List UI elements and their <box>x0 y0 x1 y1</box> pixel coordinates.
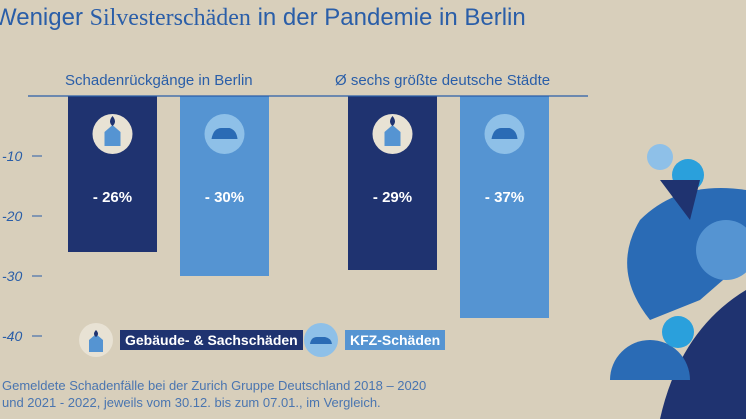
fire-icon <box>110 116 115 126</box>
footnote: Gemeldete Schadenfälle bei der Zurich Gr… <box>2 377 426 411</box>
y-tick-label: -20 <box>2 208 22 224</box>
car-body <box>211 128 238 139</box>
footnote-line: und 2021 - 2022, jeweils vom 30.12. bis … <box>2 395 381 410</box>
house-icon <box>384 125 401 146</box>
car-icon <box>304 323 338 357</box>
title-part: in der Pandemie in Berlin <box>257 4 526 31</box>
title-part: Weniger <box>0 4 83 31</box>
footnote-line: Gemeldete Schadenfälle bei der Zurich Gr… <box>2 378 427 393</box>
legend-label: KFZ-Schäden <box>345 330 446 350</box>
y-tick-label: -40 <box>2 328 22 344</box>
y-tick-label: -10 <box>2 148 22 164</box>
data-label: - 29% <box>373 189 412 206</box>
title-part: Silvesterschäden <box>89 5 251 31</box>
data-label: - 26% <box>93 189 132 206</box>
group-label-cities: Ø sechs größte deutsche Städte <box>335 72 551 89</box>
legend-label: Gebäude- & Sachschäden <box>120 330 303 350</box>
house-fire-icon <box>79 323 113 357</box>
legend-item-building: Gebäude- & Sachschäden <box>78 322 303 358</box>
car-body <box>491 128 518 139</box>
decoration <box>610 144 746 419</box>
legend-item-car: KFZ-Schäden <box>303 322 446 358</box>
y-tick-label: -30 <box>2 268 22 284</box>
data-label: - 37% <box>485 189 524 206</box>
group-label-berlin: Schadenrückgänge in Berlin <box>65 72 253 89</box>
fire-icon <box>390 116 395 126</box>
data-label: - 30% <box>205 189 244 206</box>
chart-title: Weniger Silvesterschäden in der Pandemie… <box>0 4 526 32</box>
house-icon <box>104 125 121 146</box>
